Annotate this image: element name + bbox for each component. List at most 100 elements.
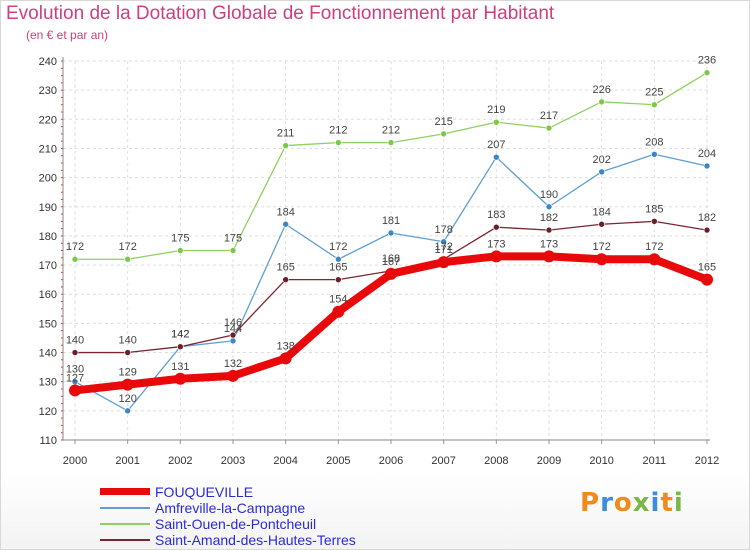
logo-letter: r [600,488,614,518]
data-point [545,226,553,234]
data-point [387,139,395,146]
data-point [385,267,397,280]
data-point [282,142,289,149]
y-tick-label: 170 [39,260,57,272]
data-point [174,372,187,385]
data-label: 172 [645,241,663,253]
data-point [279,352,292,365]
data-point [69,384,81,397]
data-label: 171 [434,244,452,256]
logo-letter: P [580,488,601,518]
data-point [595,253,608,266]
data-label: 236 [698,55,716,67]
data-point [651,150,658,158]
x-tick-label: 2007 [431,455,455,467]
legend-swatch [100,523,150,525]
data-point [387,229,395,237]
legend-label: Saint-Ouen-de-Pontcheuil [155,516,317,532]
data-point [229,331,237,339]
proxiti-logo: Proxiti [580,488,684,518]
data-point [701,273,713,286]
data-label: 165 [276,262,294,274]
data-label: 181 [382,215,400,227]
logo-letter: o [613,488,633,518]
data-label: 127 [66,372,84,384]
data-point [440,130,447,138]
data-label: 138 [276,340,294,352]
x-tick-label: 2011 [643,455,667,467]
data-point [651,101,658,109]
y-tick-label: 220 [39,114,57,126]
x-tick-label: 2001 [115,455,139,467]
data-label: 142 [171,329,189,341]
data-point [545,124,553,132]
data-point [177,247,184,254]
legend-label: FOUQUEVILLE [155,484,254,500]
data-point [493,223,500,231]
data-label: 211 [277,128,295,140]
line-chart: 110 120 130 140 150 160 170 180 190 200 210 220 230 2… [39,55,720,467]
data-point [437,256,450,269]
data-point [71,255,79,263]
data-point [121,378,134,391]
y-tick-label: 140 [39,348,57,360]
data-point [493,118,500,126]
logo-letter: i [650,488,661,518]
x-tick-label: 2009 [537,455,561,467]
data-point [703,162,711,170]
data-point [703,226,711,234]
data-label: 129 [118,367,136,379]
data-label: 204 [698,148,716,160]
data-point [493,153,500,161]
data-label: 172 [118,241,136,253]
data-label: 190 [540,189,558,201]
data-point [227,369,239,382]
data-label: 130 [66,364,84,376]
data-label: 172 [66,241,84,253]
x-tick-label: 2003 [221,455,245,467]
data-point [177,343,184,351]
data-label: 182 [540,212,558,224]
data-point [282,276,289,283]
x-tick-label: 2002 [168,455,192,467]
data-label: 146 [224,317,242,329]
data-label: 165 [698,262,716,274]
data-point [124,407,131,415]
y-tick-label: 120 [39,406,57,418]
data-label: 207 [487,139,505,151]
data-label: 212 [329,125,347,137]
data-label: 215 [434,116,452,128]
data-point [71,349,79,356]
y-tick-label: 110 [39,435,57,447]
data-label: 132 [224,358,242,370]
data-label: 175 [171,233,189,245]
data-point [545,203,553,211]
data-label: 140 [66,335,84,347]
data-label: 182 [698,212,716,224]
data-point [598,220,605,228]
legend-label: Amfreville-la-Campagne [155,500,306,516]
data-point [124,349,131,356]
x-tick-label: 2008 [484,455,508,467]
data-label: 172 [434,241,452,253]
data-label: 144 [224,323,242,335]
y-tick-label: 190 [39,202,57,214]
data-point [703,69,711,76]
data-label: 165 [329,262,347,274]
data-label: 212 [382,125,400,137]
data-point [335,276,342,283]
y-tick-label: 200 [39,173,57,185]
data-point [490,250,503,263]
data-point [543,250,555,263]
x-tick-label: 2010 [589,455,613,467]
x-tick-label: 2005 [326,455,350,467]
data-label: 131 [171,361,189,373]
data-label: 184 [276,206,294,218]
data-label: 178 [434,224,452,236]
data-label: 219 [487,104,505,116]
data-label: 172 [592,241,610,253]
data-label: 225 [645,87,663,99]
logo-letter: i [673,488,684,518]
data-point [332,305,345,318]
y-tick-label: 230 [39,85,57,97]
